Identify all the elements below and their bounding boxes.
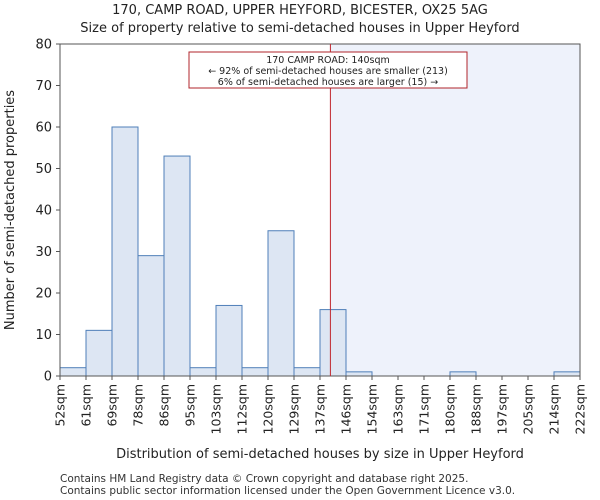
x-tick-label-222sqm: 222sqm [573, 384, 588, 434]
bar-129sqm [293, 367, 321, 377]
bar-69sqm [111, 126, 139, 377]
bar-61sqm [85, 329, 113, 377]
bar-112sqm [241, 367, 269, 377]
chart-subtitle: Size of property relative to semi-detach… [80, 21, 520, 36]
x-tick-label-86sqm: 86sqm [157, 384, 172, 427]
y-tick-label: 70 [35, 79, 52, 94]
y-tick-label: 20 [35, 287, 52, 302]
bar-103sqm [215, 304, 243, 377]
x-tick-label-69sqm: 69sqm [105, 384, 120, 427]
bar-86sqm [163, 155, 191, 377]
annotation-box [188, 51, 468, 89]
x-tick-label-214sqm: 214sqm [547, 384, 562, 434]
x-tick-label-146sqm: 146sqm [339, 384, 354, 434]
larger-region-shade [330, 44, 580, 376]
x-tick-label-180sqm: 180sqm [443, 384, 458, 434]
x-tick-label-95sqm: 95sqm [183, 384, 198, 427]
x-tick-label-163sqm: 163sqm [391, 384, 406, 434]
x-axis-label: Distribution of semi-detached houses by … [116, 447, 524, 462]
bar-78sqm [137, 255, 165, 377]
footer-licence: Contains public sector information licen… [60, 485, 516, 497]
bar-146sqm [345, 371, 373, 377]
y-tick-label: 50 [35, 162, 52, 177]
x-tick-label-120sqm: 120sqm [261, 384, 276, 434]
footer-copyright: Contains HM Land Registry data © Crown c… [60, 473, 469, 485]
x-tick-label-188sqm: 188sqm [469, 384, 484, 434]
y-tick-label: 60 [35, 121, 52, 136]
bar-214sqm [553, 371, 581, 377]
x-tick-label-61sqm: 61sqm [79, 384, 94, 427]
y-tick-label: 80 [35, 38, 52, 53]
x-tick-label-52sqm: 52sqm [53, 384, 68, 427]
x-tick-label-205sqm: 205sqm [521, 384, 536, 434]
bar-137sqm [319, 309, 347, 377]
x-tick-label-171sqm: 171sqm [417, 384, 432, 434]
y-tick-label: 40 [35, 204, 52, 219]
x-tick-label-103sqm: 103sqm [209, 384, 224, 434]
x-tick-label-197sqm: 197sqm [495, 384, 510, 434]
y-axis-label: Number of semi-detached properties [3, 90, 18, 330]
x-tick-label-129sqm: 129sqm [287, 384, 302, 434]
y-tick-label: 30 [35, 245, 52, 260]
y-tick-label: 10 [35, 328, 52, 343]
bar-180sqm [449, 371, 477, 377]
annotation-title: 170 CAMP ROAD: 140sqm [266, 55, 390, 66]
x-tick-label-154sqm: 154sqm [365, 384, 380, 434]
bar-52sqm [59, 367, 87, 377]
y-tick-label: 0 [44, 370, 52, 385]
annotation-smaller: ← 92% of semi-detached houses are smalle… [208, 66, 448, 77]
x-tick-label-137sqm: 137sqm [313, 384, 328, 434]
annotation-larger: 6% of semi-detached houses are larger (1… [218, 77, 438, 88]
bar-120sqm [267, 230, 295, 377]
x-tick-label-112sqm: 112sqm [235, 384, 250, 434]
chart-title: 170, CAMP ROAD, UPPER HEYFORD, BICESTER,… [112, 3, 488, 18]
bar-95sqm [189, 367, 217, 377]
x-tick-label-78sqm: 78sqm [131, 384, 146, 427]
